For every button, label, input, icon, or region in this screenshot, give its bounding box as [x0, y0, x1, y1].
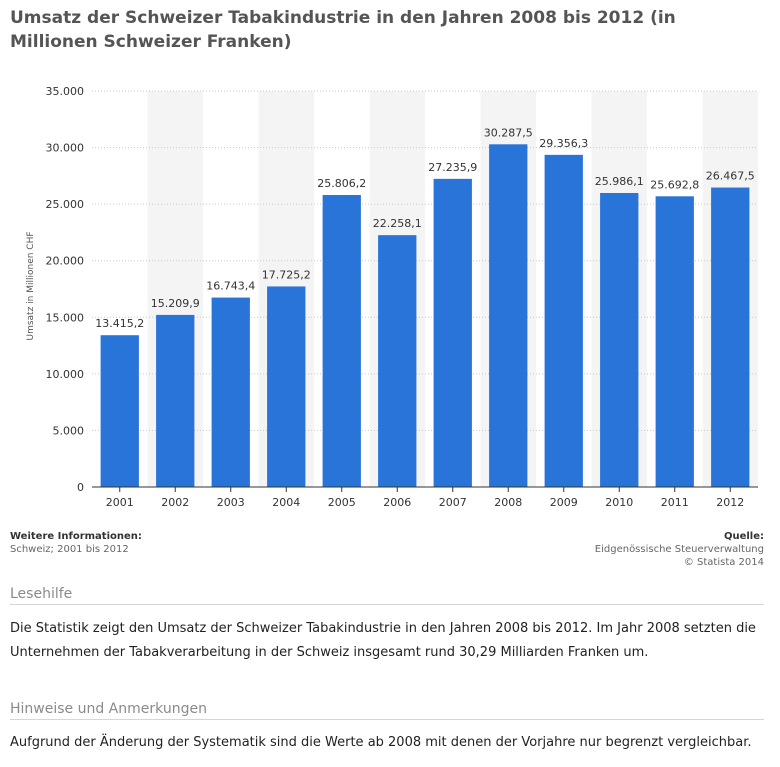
x-tick-label: 2009 — [550, 496, 578, 509]
data-label: 27.235,9 — [428, 161, 477, 174]
x-tick-label: 2001 — [106, 496, 134, 509]
bar — [489, 144, 528, 487]
bar — [100, 335, 139, 487]
bar — [322, 195, 361, 487]
hinweise-text: Aufgrund der Änderung der Systematik sin… — [10, 735, 752, 750]
x-tick-label: 2011 — [661, 496, 689, 509]
y-tick-label: 15.000 — [46, 311, 85, 324]
data-label: 26.467,5 — [706, 170, 755, 183]
y-tick-label: 20.000 — [46, 255, 85, 268]
data-label: 13.415,2 — [95, 317, 144, 330]
y-tick-label: 25.000 — [46, 198, 85, 211]
x-tick-label: 2010 — [605, 496, 633, 509]
bar — [211, 297, 250, 487]
bar — [378, 235, 417, 487]
bar — [267, 286, 306, 487]
y-tick-label: 10.000 — [46, 368, 85, 381]
bar — [433, 178, 472, 487]
x-tick-label: 2008 — [494, 496, 522, 509]
copyright-text: © Statista 2014 — [683, 557, 764, 568]
data-label: 16.743,4 — [206, 280, 255, 293]
data-label: 22.258,1 — [373, 217, 422, 230]
bar-chart: 0 5.000 10.000 15.000 20.000 25.000 30.000 35.0… — [26, 85, 758, 509]
bar — [544, 154, 583, 487]
chart-title: Umsatz der Schweizer Tabakindustrie in d… — [10, 8, 676, 52]
data-label: 25.692,8 — [650, 178, 699, 191]
x-tick-label: 2005 — [328, 496, 356, 509]
y-tick-label: 30.000 — [46, 142, 85, 155]
further-info: Weitere Informationen: Schweiz; 2001 bis… — [10, 530, 142, 556]
lesehilfe-heading: Lesehilfe — [10, 586, 764, 605]
y-axis-label: Umsatz in Millionen CHF — [26, 231, 36, 340]
lesehilfe-text: Die Statistik zeigt den Umsatz der Schwe… — [10, 621, 756, 660]
source-text: Eidgenössische Steuerverwaltung — [594, 544, 764, 555]
x-tick-label: 2012 — [716, 496, 744, 509]
y-tick-label: 0 — [77, 481, 84, 494]
bar — [156, 314, 195, 487]
further-info-heading: Weitere Informationen: — [10, 531, 142, 542]
source-heading: Quelle: — [723, 531, 764, 542]
bar — [600, 192, 639, 487]
x-tick-label: 2003 — [217, 496, 245, 509]
x-tick-label: 2006 — [383, 496, 411, 509]
bar — [711, 187, 750, 487]
data-label: 29.356,3 — [539, 137, 588, 150]
y-tick-label: 5.000 — [53, 424, 85, 437]
hinweise-heading: Hinweise und Anmerkungen — [10, 701, 764, 720]
x-tick-label: 2007 — [439, 496, 467, 509]
data-label: 25.806,2 — [317, 177, 366, 190]
bar — [655, 196, 694, 487]
x-tick-label: 2002 — [161, 496, 189, 509]
source-info: Quelle: Eidgenössische Steuerverwaltung … — [595, 530, 764, 569]
further-info-text: Schweiz; 2001 bis 2012 — [10, 544, 129, 555]
x-tick-label: 2004 — [272, 496, 300, 509]
data-label: 25.986,1 — [595, 175, 644, 188]
data-label: 15.209,9 — [151, 297, 200, 310]
data-label: 30.287,5 — [484, 126, 533, 139]
y-tick-label: 35.000 — [46, 85, 85, 98]
data-label: 17.725,2 — [262, 268, 311, 281]
